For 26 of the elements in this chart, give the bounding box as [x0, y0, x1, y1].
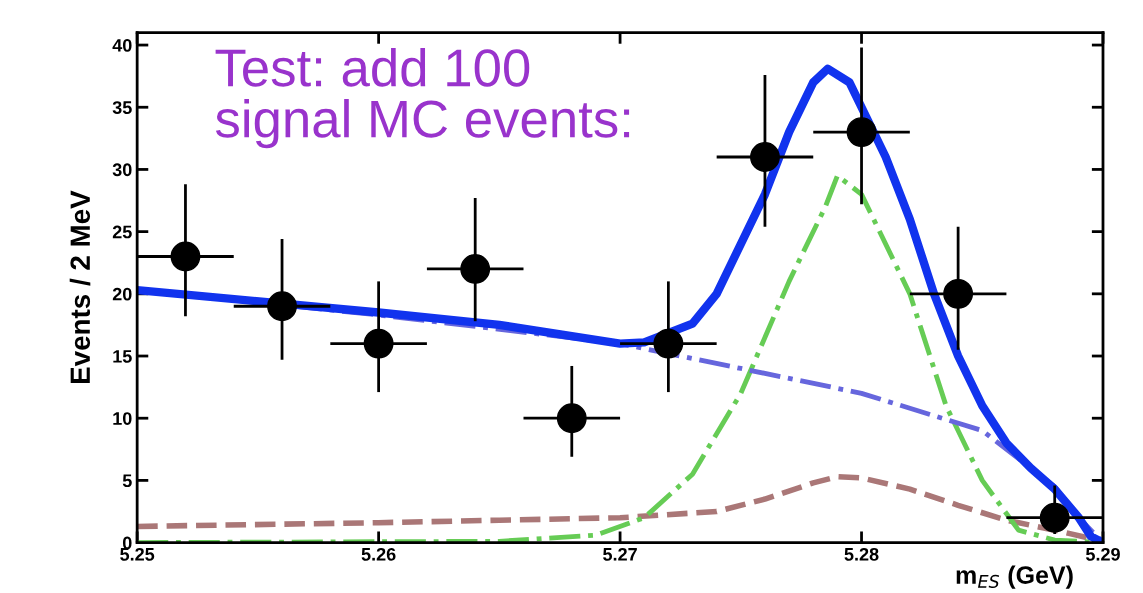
x-tick-label: 5.28 — [844, 547, 879, 561]
point — [846, 117, 877, 148]
y-axis-title: Events / 2 MeV — [69, 190, 91, 383]
x-tick-label: 5.29 — [1085, 547, 1120, 561]
point — [267, 291, 297, 322]
point — [460, 254, 491, 284]
y-tick-label: 15 — [113, 350, 132, 363]
annotation: Test: add 100 signal MC events: — [215, 47, 630, 149]
y-tick-label: 30 — [112, 163, 132, 177]
point — [556, 403, 587, 434]
y-tick-label: 35 — [112, 101, 132, 114]
x-tick-label: 5.27 — [603, 547, 637, 561]
y-tick-label: 10 — [113, 412, 132, 425]
x-tick-label: 5.25 — [120, 547, 155, 561]
y-tick-label: 20 — [112, 287, 132, 301]
x-tick-label: 5.26 — [361, 547, 396, 561]
point — [943, 278, 974, 309]
point — [363, 328, 394, 359]
x-axis-title: m$_{ES}$ (GeV) — [956, 565, 1073, 589]
point — [170, 241, 201, 272]
point — [653, 328, 684, 359]
point — [1039, 502, 1070, 533]
y-tick-label: 5 — [122, 474, 132, 488]
y-tick-label: 25 — [112, 225, 132, 239]
point — [750, 142, 780, 172]
y-tick-label: 40 — [112, 38, 132, 52]
